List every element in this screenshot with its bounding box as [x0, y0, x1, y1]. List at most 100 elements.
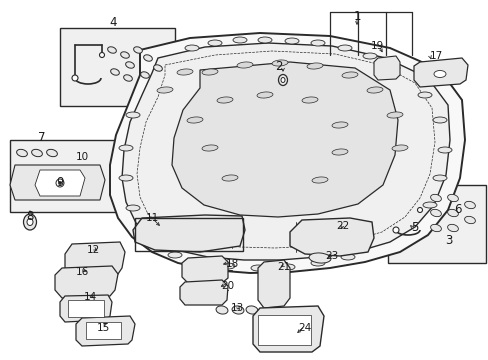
Bar [68, 300, 104, 317]
Ellipse shape [302, 97, 317, 103]
Bar [60, 28, 175, 106]
Ellipse shape [258, 37, 271, 43]
Bar [387, 185, 485, 263]
Text: 2: 2 [275, 60, 282, 73]
Ellipse shape [447, 209, 457, 217]
Ellipse shape [340, 254, 354, 260]
Text: 15: 15 [96, 323, 109, 333]
Text: 24: 24 [298, 323, 311, 333]
Polygon shape [55, 266, 118, 298]
Ellipse shape [432, 117, 446, 123]
Ellipse shape [217, 97, 232, 103]
Ellipse shape [417, 207, 422, 212]
Ellipse shape [177, 69, 193, 75]
Text: 11: 11 [145, 213, 158, 223]
Text: 13: 13 [230, 303, 243, 313]
Text: 6: 6 [453, 203, 461, 216]
Ellipse shape [157, 87, 173, 93]
Ellipse shape [331, 122, 347, 128]
Ellipse shape [121, 52, 129, 58]
Text: 5: 5 [410, 221, 418, 234]
Polygon shape [182, 256, 227, 283]
Ellipse shape [126, 205, 140, 211]
Ellipse shape [107, 47, 116, 53]
Ellipse shape [278, 75, 287, 85]
Bar [86, 322, 121, 339]
Ellipse shape [433, 71, 445, 77]
Ellipse shape [392, 227, 398, 233]
Text: 3: 3 [445, 234, 452, 248]
Ellipse shape [464, 216, 474, 224]
Ellipse shape [430, 209, 441, 217]
Ellipse shape [99, 53, 104, 58]
Ellipse shape [141, 72, 149, 78]
Text: 8: 8 [26, 211, 34, 224]
Text: 22: 22 [336, 221, 349, 231]
Bar [135, 218, 243, 251]
Ellipse shape [310, 260, 325, 266]
Ellipse shape [125, 62, 134, 68]
Ellipse shape [447, 194, 457, 202]
Ellipse shape [17, 149, 27, 157]
Polygon shape [289, 218, 373, 256]
Polygon shape [76, 316, 135, 346]
Ellipse shape [391, 145, 407, 151]
Ellipse shape [207, 40, 222, 46]
Ellipse shape [386, 112, 402, 118]
Ellipse shape [281, 77, 285, 82]
Ellipse shape [232, 306, 244, 314]
Text: 23: 23 [325, 251, 338, 261]
Ellipse shape [32, 149, 42, 157]
Ellipse shape [126, 112, 140, 118]
Polygon shape [122, 43, 449, 260]
Ellipse shape [221, 263, 235, 269]
Ellipse shape [184, 45, 199, 51]
Ellipse shape [119, 145, 133, 151]
Ellipse shape [237, 62, 252, 68]
Ellipse shape [27, 219, 33, 225]
Ellipse shape [123, 75, 132, 81]
Ellipse shape [72, 75, 78, 81]
Text: 9: 9 [56, 176, 63, 189]
Polygon shape [252, 306, 324, 352]
Text: 17: 17 [428, 51, 442, 61]
Ellipse shape [143, 55, 152, 61]
Polygon shape [180, 280, 227, 305]
Ellipse shape [271, 60, 287, 66]
Polygon shape [413, 58, 467, 87]
Ellipse shape [119, 175, 133, 181]
Bar [10, 140, 125, 212]
Ellipse shape [464, 201, 474, 209]
Ellipse shape [306, 63, 322, 69]
Ellipse shape [222, 175, 238, 181]
Ellipse shape [366, 87, 382, 93]
Text: 1: 1 [352, 10, 360, 23]
Ellipse shape [110, 69, 119, 75]
Ellipse shape [331, 149, 347, 155]
Text: 14: 14 [83, 292, 97, 302]
Ellipse shape [432, 175, 446, 181]
Ellipse shape [310, 40, 325, 46]
Ellipse shape [257, 92, 272, 98]
Text: 19: 19 [369, 41, 383, 51]
Polygon shape [65, 242, 125, 276]
Ellipse shape [56, 179, 64, 187]
Polygon shape [373, 56, 399, 80]
Text: 16: 16 [75, 267, 88, 277]
Ellipse shape [232, 37, 246, 43]
Ellipse shape [186, 117, 203, 123]
Ellipse shape [341, 72, 357, 78]
Ellipse shape [168, 252, 182, 258]
Ellipse shape [59, 181, 61, 184]
Text: 18: 18 [225, 259, 238, 269]
Ellipse shape [281, 264, 294, 270]
Text: 10: 10 [75, 152, 88, 162]
Bar [258, 315, 310, 345]
Text: 12: 12 [86, 245, 100, 255]
Polygon shape [172, 62, 397, 217]
Ellipse shape [193, 259, 206, 265]
Ellipse shape [202, 145, 218, 151]
Ellipse shape [285, 38, 298, 44]
Ellipse shape [250, 265, 264, 271]
Ellipse shape [422, 202, 436, 208]
